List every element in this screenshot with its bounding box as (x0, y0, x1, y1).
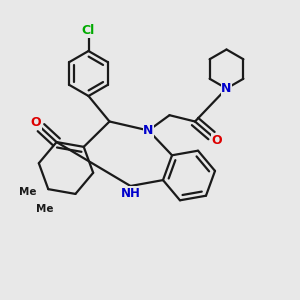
Text: Cl: Cl (82, 24, 95, 37)
Text: NH: NH (121, 187, 140, 200)
Text: N: N (143, 124, 154, 137)
Text: Me: Me (36, 204, 53, 214)
Text: N: N (221, 82, 232, 95)
Text: O: O (30, 116, 41, 129)
Text: Me: Me (19, 187, 37, 197)
Text: O: O (212, 134, 222, 148)
